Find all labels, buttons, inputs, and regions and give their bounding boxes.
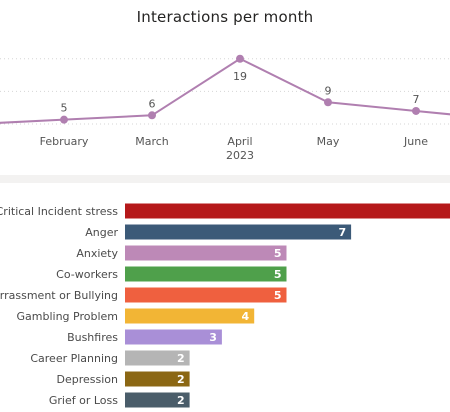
bar-data-label: 5: [274, 268, 282, 281]
data-point: [412, 106, 420, 115]
bar: [125, 203, 450, 219]
panel-divider: [0, 175, 450, 183]
bar: [125, 392, 190, 408]
bar: [125, 266, 287, 282]
data-label: 6: [149, 97, 156, 110]
data-label: 5: [61, 102, 68, 115]
data-label: 7: [413, 93, 420, 106]
bar-data-label: 3: [209, 331, 217, 344]
bar: [125, 287, 287, 303]
line-chart-title: Interactions per month: [136, 8, 314, 26]
data-label: 19: [233, 70, 247, 83]
line-chart: 5 6 19 9 7 February March April May June 2023: [0, 54, 450, 162]
data-point: [148, 111, 156, 120]
bar-category-label: Co-workers: [56, 268, 118, 281]
data-point: [60, 115, 68, 124]
bar-data-label: 5: [274, 247, 282, 260]
bar-category-label: Career Planning: [30, 352, 118, 365]
bar-data-label: 5: [274, 289, 282, 302]
bar: [125, 371, 190, 387]
bar-category-label: Anxiety: [76, 247, 118, 260]
bar-category-label: Bushfires: [67, 331, 118, 344]
line-chart-panel: Interactions per month 5 6 19 9 7 February Mar…: [0, 0, 450, 175]
data-point: [324, 98, 332, 107]
bar: [125, 245, 287, 261]
data-label: 9: [325, 84, 332, 97]
bar: [125, 350, 190, 366]
x-tick-label: March: [135, 135, 169, 148]
bar-chart-panel: Critical Incident stress Anger 7 Anxiety 5 Co…: [0, 183, 450, 412]
bar-data-label: 2: [177, 373, 185, 386]
x-year-label: 2023: [226, 149, 254, 162]
bar: [125, 224, 352, 240]
bar-category-label: Depression: [57, 373, 119, 386]
bar-category-label: Grief or Loss: [49, 394, 118, 407]
x-tick-label: April: [227, 135, 252, 148]
x-tick-label: May: [317, 135, 340, 148]
bar-category-label: Critical Incident stress: [0, 205, 118, 218]
bar-data-label: 4: [242, 310, 250, 323]
bar-category-label: Anger: [85, 226, 118, 239]
x-tick-label: June: [403, 135, 428, 148]
bar-category-label: Gambling Problem: [17, 310, 119, 323]
bar-data-label: 7: [338, 226, 346, 239]
bar-data-label: 2: [177, 352, 185, 365]
bar-category-label: Harrassment or Bullying: [0, 289, 118, 302]
x-tick-label: February: [40, 135, 89, 148]
bar-data-label: 2: [177, 394, 185, 407]
bar-chart: Critical Incident stress Anger 7 Anxiety 5 Co…: [0, 203, 450, 408]
data-point: [236, 54, 244, 63]
bar: [125, 308, 255, 324]
bar: [125, 329, 222, 345]
